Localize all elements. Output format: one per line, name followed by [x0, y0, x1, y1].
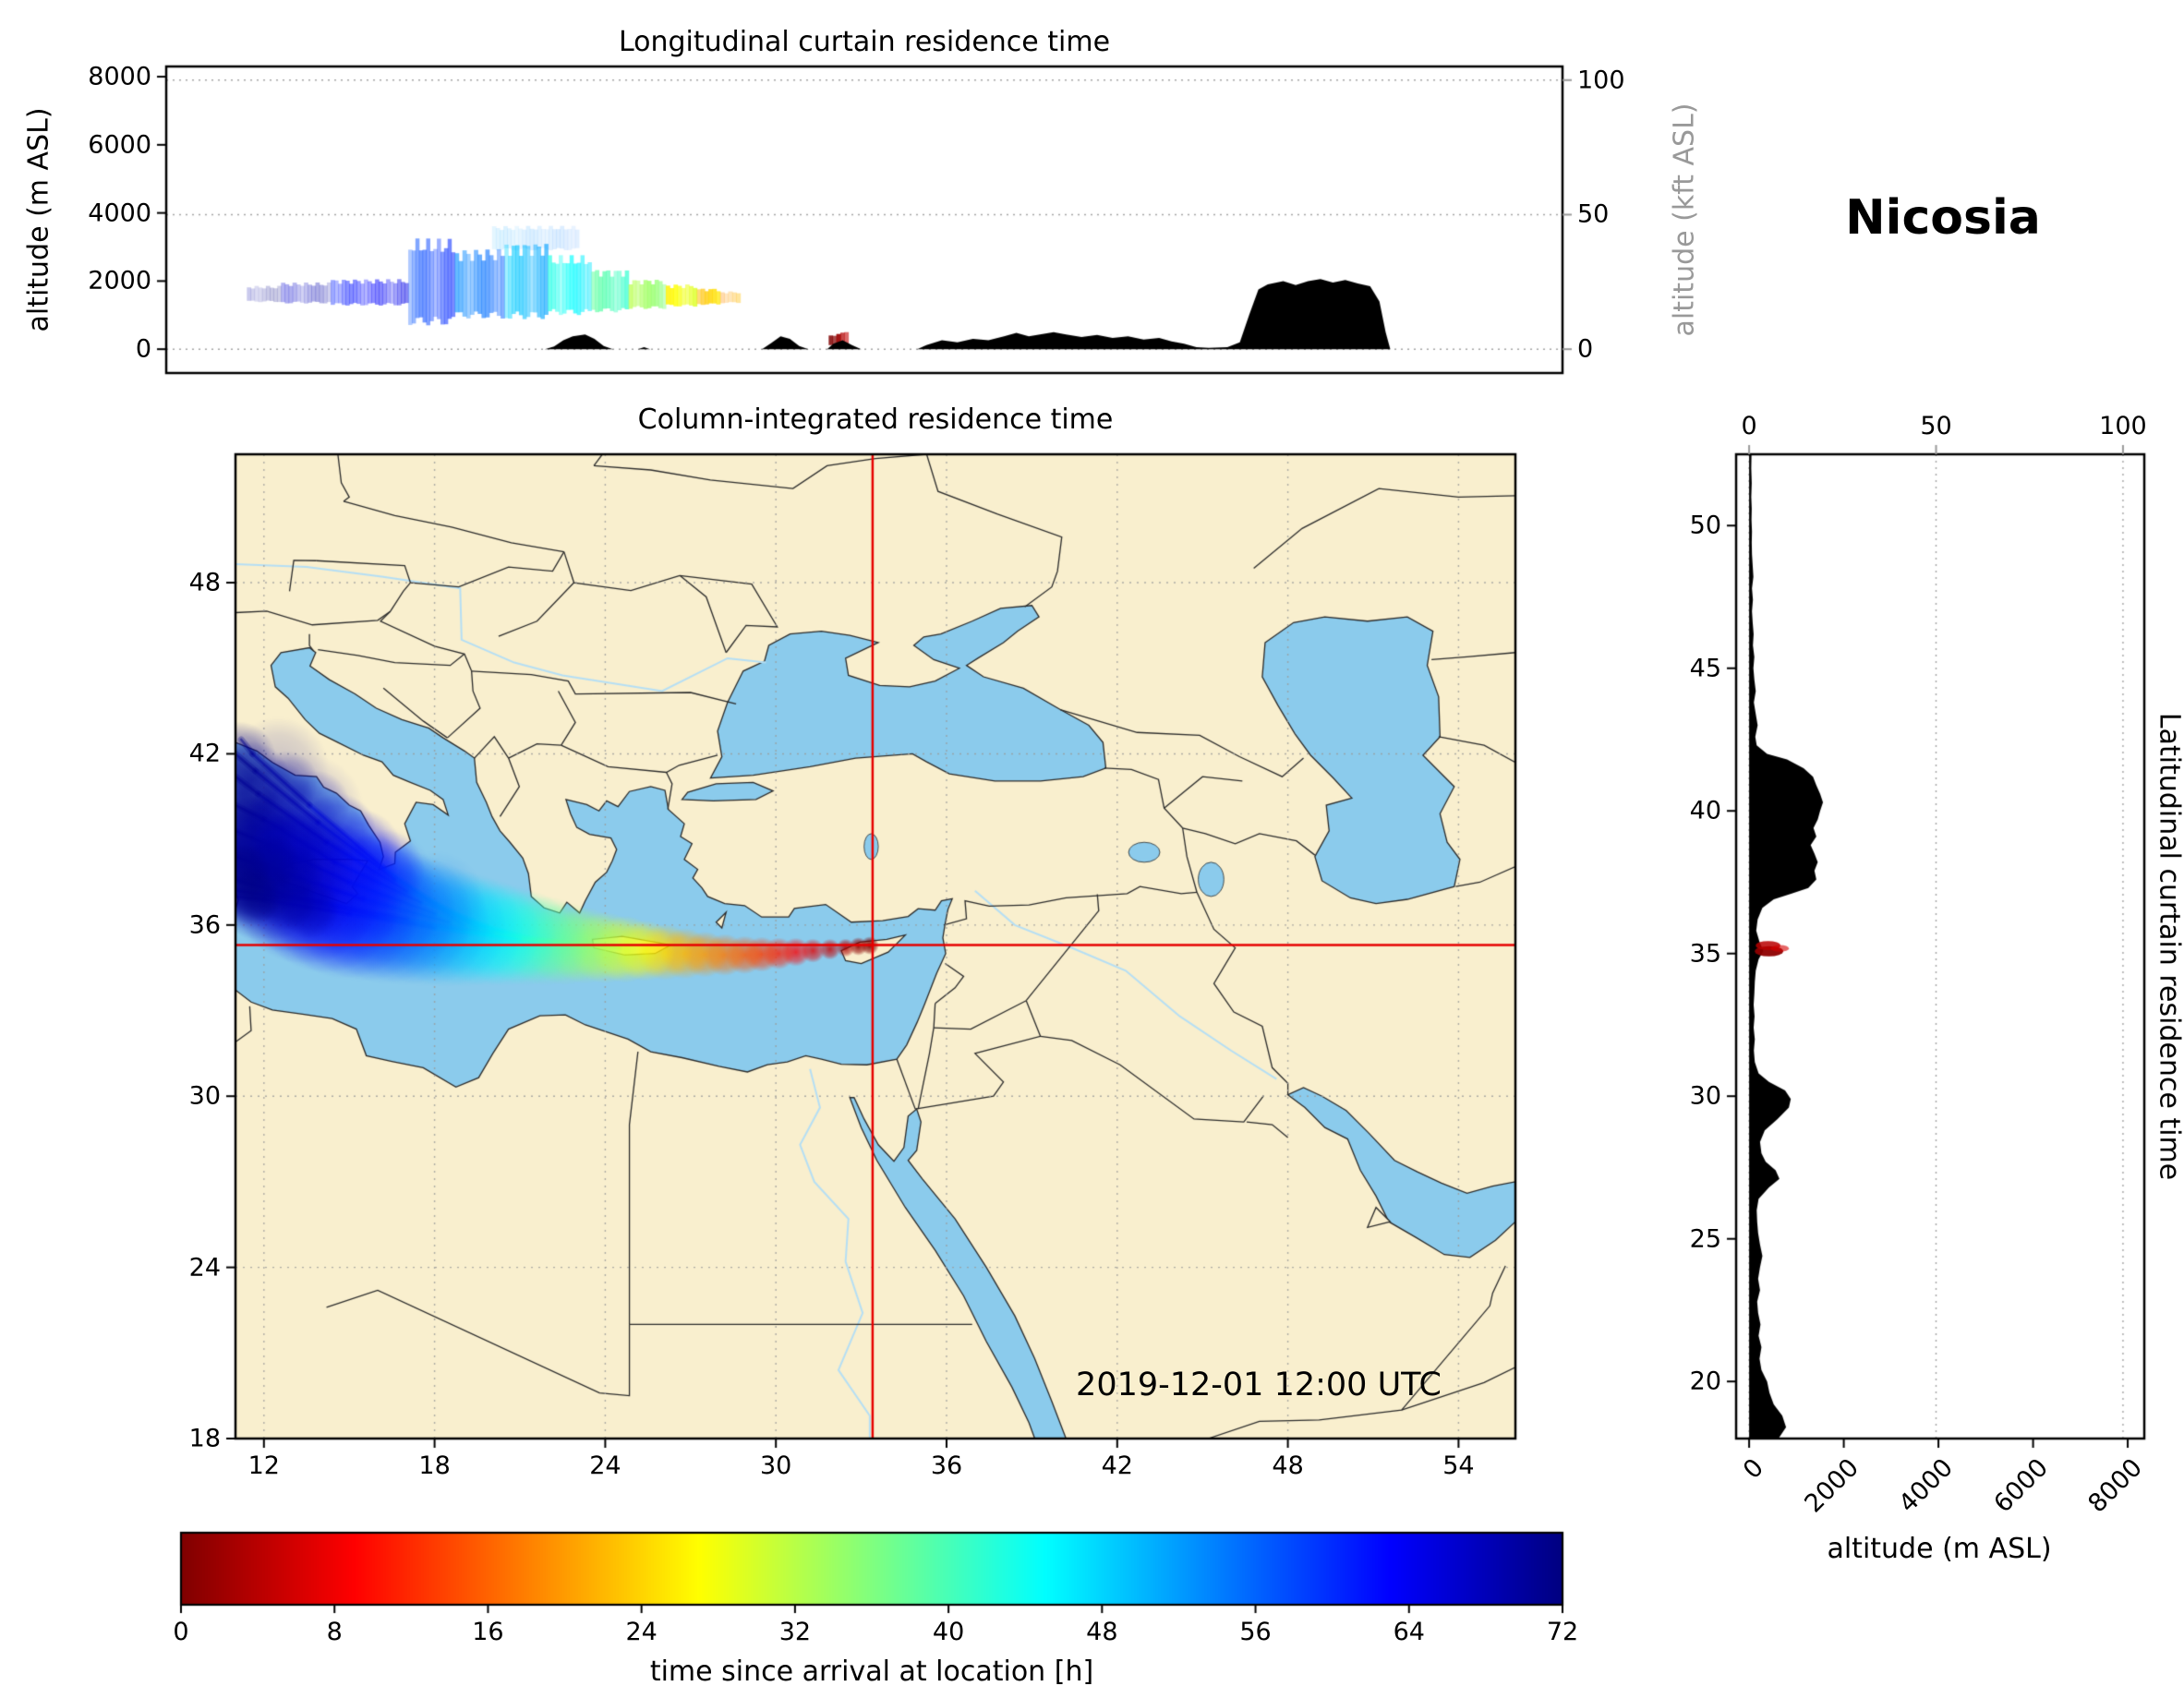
timestamp: 2019-12-01 12:00 UTC: [1076, 1367, 1442, 1403]
lat-ytick-label: 25: [1689, 1224, 1721, 1254]
lat-xtick-label: 4000: [1893, 1453, 1959, 1519]
axis-label-altitude-m-lat: altitude (m ASL): [1827, 1533, 2052, 1565]
colorbar-tick-label: 64: [1393, 1618, 1425, 1646]
map-ytick-label: 24: [188, 1253, 221, 1283]
map-xtick-label: 36: [930, 1451, 963, 1480]
panel-title-latitudinal-curtain: Latitudinal curtain residence time: [2153, 712, 2184, 1181]
map-ytick-label: 42: [188, 739, 221, 768]
map-xtick-label: 12: [247, 1451, 280, 1480]
colorbar-label: time since arrival at location [h]: [649, 1656, 1094, 1688]
colorbar-tick-label: 32: [778, 1618, 812, 1646]
map-xtick-label: 30: [760, 1451, 792, 1480]
lat-kft-tick-label: 50: [1920, 412, 1952, 440]
top-kft-tick-label: 0: [1577, 334, 1594, 364]
lat-xtick-label: 2000: [1798, 1453, 1864, 1519]
colorbar-tick-label: 48: [1086, 1618, 1118, 1646]
map-ytick-label: 48: [188, 568, 221, 597]
top-kft-tick-label: 100: [1577, 66, 1625, 95]
map-xtick-label: 48: [1272, 1451, 1304, 1480]
lat-kft-tick-label: 100: [2099, 412, 2147, 440]
axis-label-altitude-m: altitude (m ASL): [22, 107, 55, 332]
map-xtick-label: 18: [418, 1451, 451, 1480]
lat-kft-tick-label: 0: [1741, 412, 1757, 440]
colorbar-tick-label: 24: [625, 1618, 658, 1646]
map-ytick-label: 30: [188, 1081, 221, 1111]
lat-ytick-label: 35: [1689, 939, 1721, 969]
lat-ytick-label: 30: [1689, 1081, 1721, 1111]
map-ytick-label: 36: [188, 910, 221, 940]
panel-title-longitudinal-curtain: Longitudinal curtain residence time: [618, 26, 1111, 58]
map-xtick-label: 42: [1101, 1451, 1133, 1480]
colorbar-tick-label: 8: [326, 1618, 343, 1646]
lat-xtick-label: 8000: [2082, 1453, 2148, 1519]
top-ytick-label: 2000: [88, 266, 151, 295]
top-ytick-label: 8000: [88, 62, 151, 91]
map-ytick-label: 18: [188, 1424, 221, 1453]
axis-label-altitude-kft: altitude (kft ASL): [1668, 102, 1701, 337]
lat-ytick-label: 50: [1689, 511, 1721, 540]
colorbar-tick-label: 16: [472, 1618, 504, 1646]
top-ytick-label: 6000: [88, 130, 151, 160]
panel-title-column-integrated: Column-integrated residence time: [637, 403, 1114, 436]
lat-xtick-label: 0: [1737, 1453, 1769, 1486]
colorbar-tick-label: 40: [932, 1618, 965, 1646]
colorbar-tick-label: 72: [1546, 1618, 1579, 1646]
colorbar-tick-label: 56: [1239, 1618, 1272, 1646]
top-ytick-label: 4000: [88, 199, 151, 228]
map-xtick-label: 54: [1442, 1451, 1475, 1480]
colorbar-tick-label: 0: [173, 1618, 189, 1646]
lat-ytick-label: 45: [1689, 654, 1721, 683]
station-title: Nicosia: [1845, 190, 2041, 246]
lat-xtick-label: 6000: [1987, 1453, 2054, 1519]
lat-ytick-label: 20: [1689, 1367, 1721, 1396]
map-xtick-label: 24: [589, 1451, 621, 1480]
lat-ytick-label: 40: [1689, 796, 1721, 825]
top-kft-tick-label: 50: [1577, 199, 1610, 229]
top-ytick-label: 0: [135, 334, 151, 364]
